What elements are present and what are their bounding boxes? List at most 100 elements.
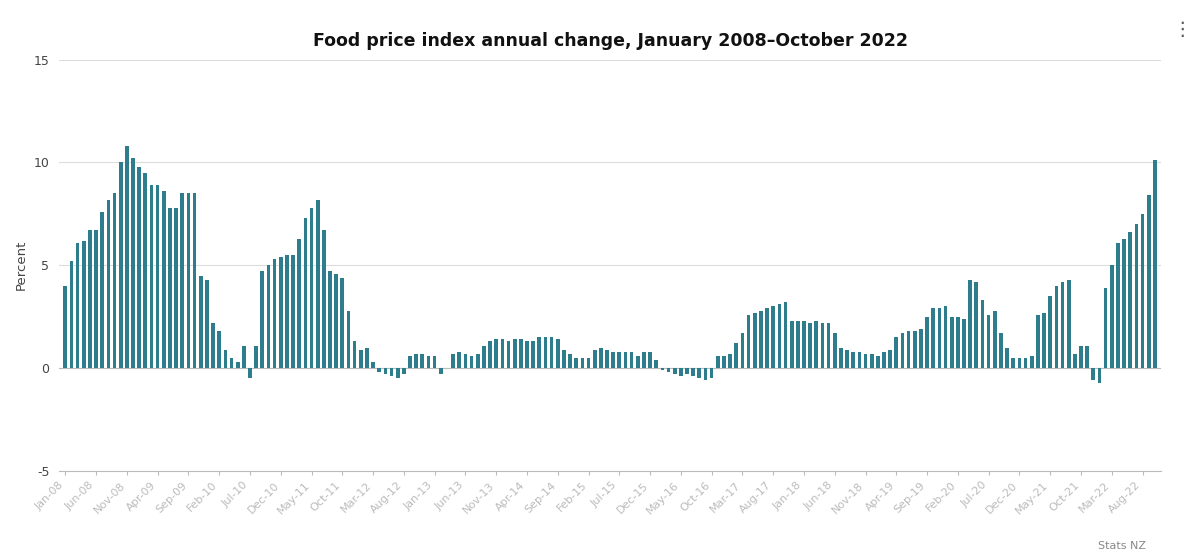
Bar	[137, 167, 142, 368]
Bar	[420, 354, 424, 368]
Bar	[581, 358, 584, 368]
Bar	[1061, 282, 1064, 368]
Bar	[888, 349, 892, 368]
Bar	[882, 352, 886, 368]
Bar	[64, 286, 67, 368]
Bar	[802, 321, 806, 368]
Bar	[642, 352, 646, 368]
Bar	[833, 333, 836, 368]
Bar	[980, 300, 984, 368]
Bar	[986, 315, 990, 368]
Bar	[839, 348, 842, 368]
Bar	[851, 352, 856, 368]
Bar	[821, 323, 824, 368]
Bar	[760, 311, 763, 368]
Bar	[223, 349, 227, 368]
Bar	[950, 317, 954, 368]
Bar	[205, 280, 209, 368]
Bar	[728, 354, 732, 368]
Bar	[943, 306, 948, 368]
Bar	[476, 354, 480, 368]
Y-axis label: Percent: Percent	[16, 240, 28, 291]
Bar	[1153, 160, 1157, 368]
Bar	[1116, 243, 1120, 368]
Bar	[433, 356, 437, 368]
Bar	[266, 266, 270, 368]
Text: Stats NZ: Stats NZ	[1098, 541, 1146, 551]
Bar	[292, 255, 295, 368]
Bar	[697, 368, 701, 378]
Bar	[298, 239, 301, 368]
Bar	[174, 208, 178, 368]
Bar	[722, 356, 726, 368]
Bar	[660, 368, 665, 370]
Bar	[864, 354, 868, 368]
Title: Food price index annual change, January 2008–October 2022: Food price index annual change, January …	[312, 32, 907, 50]
Bar	[286, 255, 289, 368]
Bar	[180, 193, 184, 368]
Bar	[962, 319, 966, 368]
Bar	[353, 342, 356, 368]
Bar	[1104, 288, 1108, 368]
Bar	[1122, 239, 1126, 368]
Bar	[384, 368, 388, 375]
Bar	[1098, 368, 1102, 382]
Bar	[335, 273, 338, 368]
Bar	[119, 163, 122, 368]
Bar	[907, 331, 911, 368]
Bar	[408, 356, 412, 368]
Bar	[217, 331, 221, 368]
Bar	[310, 208, 313, 368]
Bar	[125, 146, 128, 368]
Bar	[242, 345, 246, 368]
Bar	[113, 193, 116, 368]
Bar	[919, 329, 923, 368]
Bar	[150, 185, 154, 368]
Bar	[1079, 345, 1082, 368]
Bar	[371, 362, 374, 368]
Bar	[784, 302, 787, 368]
Bar	[1018, 358, 1021, 368]
Bar	[101, 212, 104, 368]
Bar	[1110, 266, 1114, 368]
Bar	[716, 356, 720, 368]
Bar	[925, 317, 929, 368]
Bar	[1049, 296, 1052, 368]
Bar	[1000, 333, 1003, 368]
Bar	[439, 368, 443, 375]
Bar	[611, 352, 616, 368]
Bar	[901, 333, 905, 368]
Bar	[211, 323, 215, 368]
Bar	[766, 309, 769, 368]
Bar	[162, 191, 166, 368]
Bar	[526, 342, 529, 368]
Bar	[427, 356, 431, 368]
Bar	[673, 368, 677, 375]
Bar	[562, 349, 565, 368]
Bar	[796, 321, 799, 368]
Bar	[1141, 214, 1145, 368]
Text: ⋮: ⋮	[1172, 20, 1192, 39]
Bar	[648, 352, 652, 368]
Bar	[636, 356, 640, 368]
Bar	[518, 339, 523, 368]
Bar	[1030, 356, 1033, 368]
Bar	[272, 259, 276, 368]
Bar	[876, 356, 880, 368]
Bar	[457, 352, 461, 368]
Bar	[790, 321, 793, 368]
Bar	[396, 368, 400, 378]
Bar	[772, 306, 775, 368]
Bar	[1012, 358, 1015, 368]
Bar	[974, 282, 978, 368]
Bar	[703, 368, 707, 381]
Bar	[304, 218, 307, 368]
Bar	[1042, 312, 1046, 368]
Bar	[193, 193, 197, 368]
Bar	[1147, 196, 1151, 368]
Bar	[752, 312, 756, 368]
Bar	[131, 158, 134, 368]
Bar	[740, 333, 744, 368]
Bar	[328, 272, 332, 368]
Bar	[494, 339, 498, 368]
